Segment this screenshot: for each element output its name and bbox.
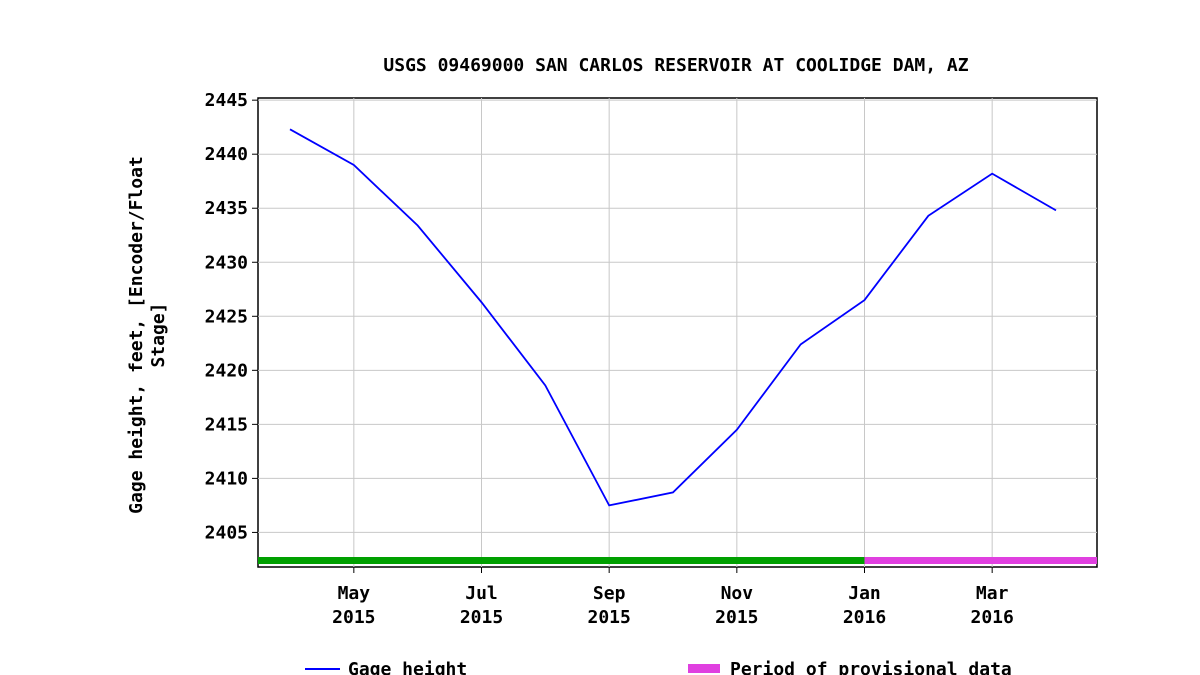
legend-label: Gage height bbox=[348, 659, 467, 675]
timestamp: 21 2016 17:30 MST bbox=[80, 0, 471, 8]
plot-frame bbox=[257, 97, 1098, 568]
data-line bbox=[289, 128, 1057, 507]
x-tick-label: Jul 2015 bbox=[460, 583, 503, 628]
y-label-line: Stage] bbox=[148, 302, 169, 367]
y-tick-label: 2425 bbox=[205, 306, 248, 327]
approved-bar bbox=[258, 557, 865, 564]
x-tick-label: Mar 2016 bbox=[970, 583, 1013, 628]
x-tick-label: Nov 2015 bbox=[715, 583, 758, 628]
y-tick-label: 2410 bbox=[205, 468, 248, 489]
chart-title: USGS 09469000 SAN CARLOS RESERVOIR AT CO… bbox=[383, 55, 968, 76]
y-tick-label: 2445 bbox=[205, 90, 248, 111]
y-label-line: Gage height, feet, [Encoder/Float bbox=[126, 156, 147, 514]
legend-swatch bbox=[688, 664, 720, 673]
y-axis-label: Gage height, feet, [Encoder/Float Stage] bbox=[126, 156, 169, 514]
y-tick-label: 2440 bbox=[205, 144, 248, 165]
y-tick-label: 2435 bbox=[205, 198, 248, 219]
y-tick-label: 2420 bbox=[205, 360, 248, 381]
x-tick-label: May 2015 bbox=[332, 583, 375, 628]
x-tick-label: Sep 2015 bbox=[587, 583, 630, 628]
y-tick-label: 2405 bbox=[205, 522, 248, 543]
x-tick-label: Jan 2016 bbox=[843, 583, 886, 628]
provisional-bar bbox=[864, 557, 1097, 564]
legend-label: Period of provisional data bbox=[730, 659, 1012, 675]
y-tick-label: 2430 bbox=[205, 252, 248, 273]
y-tick-label: 2415 bbox=[205, 414, 248, 435]
